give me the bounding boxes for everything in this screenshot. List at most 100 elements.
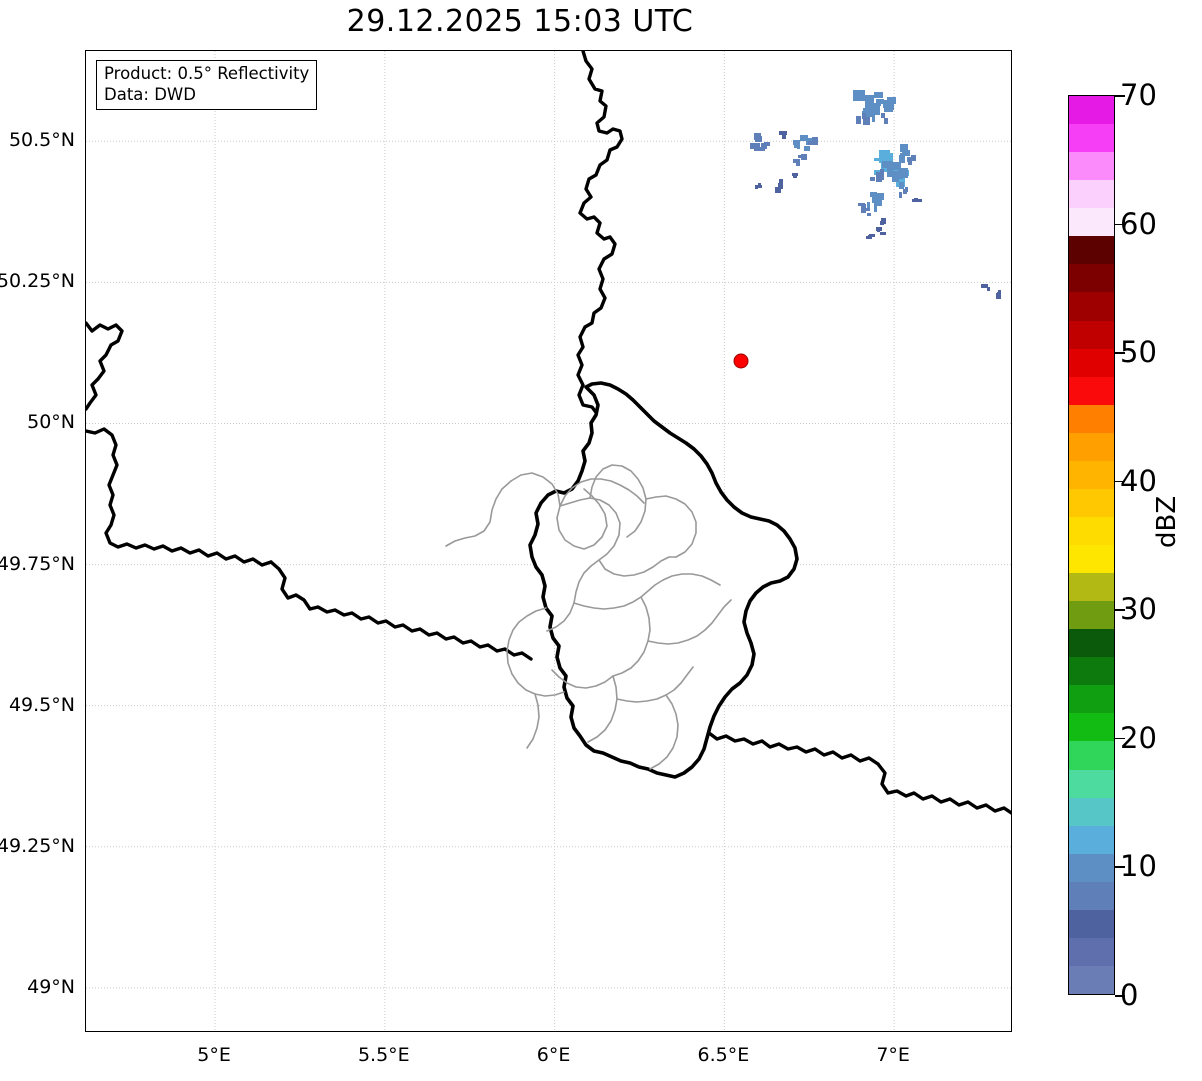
radar-echo-cell	[873, 91, 883, 99]
radar-echo-cell	[764, 142, 770, 146]
colorbar-band	[1069, 853, 1114, 882]
radar-echo-cell	[861, 113, 866, 120]
radar-echo-cell	[873, 206, 878, 213]
x-axis-tick-label: 6.5°E	[697, 1044, 750, 1066]
colorbar-tick-mark	[1115, 223, 1125, 226]
colorbar-tick-label: 50	[1120, 335, 1157, 370]
colorbar-tick-mark	[1115, 609, 1125, 611]
radar-echo-cell	[900, 152, 906, 161]
colorbar-band	[1069, 601, 1114, 630]
radar-echo-cell	[880, 175, 885, 181]
radar-echo-cell	[793, 139, 799, 148]
radar-echo-cell	[880, 168, 885, 176]
radar-echo-cell	[982, 284, 988, 289]
radar-echo-cell	[774, 187, 781, 193]
radar-echo-cell	[800, 153, 808, 161]
radar-echo-cell	[862, 118, 869, 124]
radar-echo-cell	[812, 137, 818, 142]
radar-echo-cell	[867, 103, 880, 115]
radar-echo-cell	[869, 234, 875, 238]
x-axis-tick-label: 5°E	[197, 1044, 231, 1066]
radar-map-plot[interactable]: Product: 0.5° Reflectivity Data: DWD	[85, 50, 1012, 1032]
colorbar-band	[1069, 320, 1114, 349]
radar-echo-cell	[911, 157, 916, 161]
radar-echo-cell	[800, 134, 809, 142]
colorbar-band	[1069, 460, 1114, 489]
colorbar-band	[1069, 629, 1114, 658]
colorbar-tick-label: 0	[1120, 978, 1139, 1012]
radar-echo-cell	[882, 152, 891, 166]
radar-echo-cell	[901, 149, 910, 157]
colorbar-band	[1069, 769, 1114, 798]
y-axis-tick-label: 49.25°N	[0, 834, 75, 857]
colorbar-tick-label: 70	[1120, 78, 1157, 112]
radar-echo-cell	[881, 112, 886, 117]
colorbar-band	[1069, 432, 1114, 461]
colorbar-tick-mark	[1115, 352, 1125, 354]
colorbar-band	[1069, 376, 1114, 405]
radar-echo-cell	[886, 167, 893, 177]
product-line: Product: 0.5° Reflectivity	[104, 64, 310, 83]
radar-echo-cell	[895, 174, 905, 187]
colorbar-tick-mark	[1115, 480, 1125, 483]
radar-echo-cell	[899, 181, 905, 190]
colorbar-band	[1069, 348, 1114, 377]
radar-echo-cell	[917, 198, 922, 202]
colorbar-band	[1069, 264, 1114, 293]
radar-echo-cell	[879, 231, 886, 236]
radar-echo-cell	[904, 186, 908, 193]
colorbar-tick-label: 60	[1120, 206, 1157, 241]
radar-echo-cell	[779, 179, 784, 186]
colorbar-band	[1069, 713, 1114, 742]
radar-echo-cell	[860, 206, 866, 214]
colorbar-band	[1069, 152, 1114, 181]
colorbar-tick-label: 10	[1120, 849, 1157, 884]
colorbar-tick-label: 30	[1120, 592, 1157, 627]
colorbar[interactable]	[1068, 95, 1115, 995]
colorbar-band	[1069, 909, 1114, 938]
colorbar-band	[1069, 545, 1114, 574]
radar-echo-cell	[986, 287, 991, 291]
radar-echo-cell	[899, 143, 908, 152]
radar-echo-cell	[864, 106, 870, 112]
colorbar-band	[1069, 404, 1114, 433]
y-axis-tick-label: 49°N	[27, 975, 75, 998]
colorbar-band	[1069, 573, 1114, 602]
radar-echo-cell	[870, 192, 878, 198]
western-border-path	[86, 321, 533, 661]
radar-echo-cell	[782, 135, 786, 140]
radar-echo-cell	[852, 89, 866, 101]
radar-echo-cell	[866, 212, 871, 217]
colorbar-band	[1069, 937, 1114, 966]
y-axis-tick-label: 50.5°N	[8, 129, 75, 152]
radar-echo-cell	[866, 201, 871, 210]
radar-echo-cell	[875, 196, 882, 205]
radar-echo-cell	[997, 289, 1001, 295]
radar-echo-cell	[757, 182, 761, 188]
radar-echo-cell	[876, 175, 882, 182]
radar-echo-cell	[857, 115, 861, 122]
radar-echo-cell	[875, 193, 885, 200]
colorbar-tick-mark	[1115, 995, 1125, 997]
radar-echo-cell	[804, 146, 811, 151]
canton-boundaries-path	[445, 464, 732, 770]
data-source-line: Data: DWD	[104, 84, 196, 104]
radar-echo-cell	[876, 226, 882, 232]
radar-echo-cell	[873, 158, 886, 162]
colorbar-band	[1069, 825, 1114, 854]
colorbar-tick-mark	[1115, 737, 1125, 740]
radar-echo-cell	[996, 292, 1000, 298]
radar-echo-cell	[872, 196, 878, 203]
radar-echo-cell	[913, 198, 919, 203]
colorbar-band	[1069, 292, 1114, 321]
radar-echo-cell	[875, 98, 884, 105]
radar-echo-cell	[792, 172, 798, 176]
colorbar-band	[1069, 488, 1114, 517]
radar-echo-cell	[869, 176, 876, 182]
radar-echo-cell	[907, 157, 911, 163]
radar-station-marker[interactable]	[733, 353, 749, 369]
radar-echo-cell	[882, 161, 893, 169]
y-axis-tick-label: 49.75°N	[0, 552, 75, 575]
colorbar-tick-label: 20	[1120, 720, 1157, 755]
colorbar-band	[1069, 685, 1114, 714]
